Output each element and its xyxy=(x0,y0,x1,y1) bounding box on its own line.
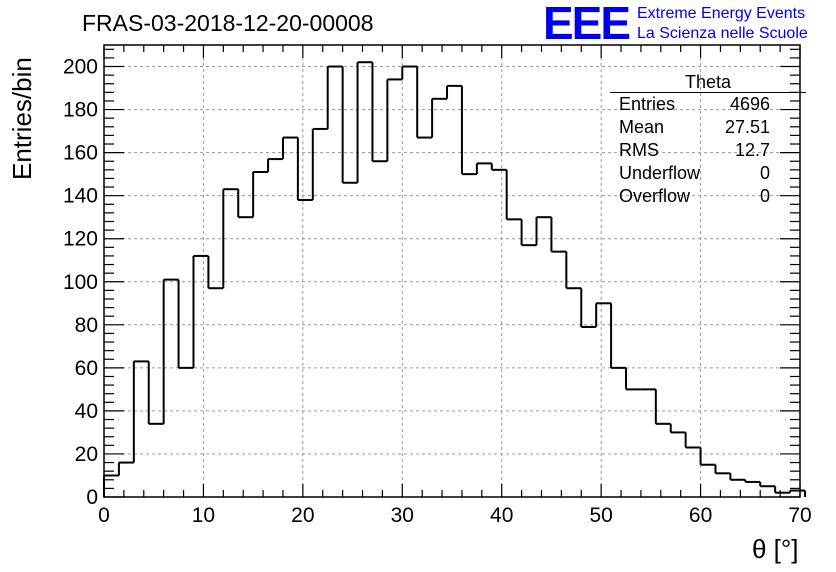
stats-row-entries: Entries 4696 xyxy=(610,93,806,116)
y-tick-label: 80 xyxy=(75,314,98,337)
y-axis-label: Entries/bin xyxy=(7,57,37,180)
y-tick-label: 40 xyxy=(75,400,98,423)
x-tick-label: 0 xyxy=(98,504,110,527)
axis-ticks xyxy=(103,45,801,498)
x-tick-label: 70 xyxy=(788,504,811,527)
y-tick-label: 140 xyxy=(63,185,98,208)
y-tick-label: 100 xyxy=(63,271,98,294)
y-tick-label: 0 xyxy=(86,486,98,509)
y-tick-label: 120 xyxy=(63,228,98,251)
stats-label: Mean xyxy=(619,117,665,137)
logo-subtitle-line1: Extreme Energy Events xyxy=(637,5,806,22)
logo-subtitle-line2: La Scienza nelle Scuole xyxy=(637,25,808,42)
stats-title: Theta xyxy=(610,72,806,93)
y-tick-label: 20 xyxy=(75,443,98,466)
stats-label: RMS xyxy=(619,140,659,160)
x-tick-label: 60 xyxy=(689,504,712,527)
stats-box: Theta Entries 4696 Mean 27.51 RMS 12.7 U… xyxy=(610,72,806,208)
x-tick-label: 20 xyxy=(291,504,314,527)
stats-label: Entries xyxy=(619,94,676,114)
stats-label: Overflow xyxy=(619,186,691,206)
chart-title: FRAS-03-2018-12-20-00008 xyxy=(82,10,374,36)
x-tick-label: 30 xyxy=(391,504,414,527)
stats-value: 12.7 xyxy=(734,140,770,160)
plot-frame xyxy=(103,44,801,498)
x-tick-label: 40 xyxy=(490,504,513,527)
stats-row-mean: Mean 27.51 xyxy=(610,116,806,139)
eee-logo: EEE xyxy=(543,0,631,49)
stats-row-rms: RMS 12.7 xyxy=(610,139,806,162)
stats-row-overflow: Overflow 0 xyxy=(610,185,806,208)
y-tick-label: 60 xyxy=(75,357,98,380)
y-tick-label: 180 xyxy=(63,99,98,122)
stats-value: 0 xyxy=(759,186,770,206)
x-axis-label: θ [°] xyxy=(752,534,799,564)
stats-value: 0 xyxy=(759,163,770,183)
x-tick-label: 10 xyxy=(192,504,215,527)
stats-row-underflow: Underflow 0 xyxy=(610,162,806,185)
grid-lines xyxy=(104,45,800,497)
histogram-bars xyxy=(103,61,806,497)
y-tick-label: 200 xyxy=(63,56,98,79)
x-tick-label: 50 xyxy=(589,504,612,527)
plot-frame-rect xyxy=(103,44,801,498)
stats-value: 4696 xyxy=(729,94,770,114)
y-tick-label: 160 xyxy=(63,142,98,165)
stats-label: Underflow xyxy=(619,163,701,183)
stats-value: 27.51 xyxy=(724,117,770,137)
tick-labels: 0 10 20 30 40 50 60 70 0 20 40 60 80 100 120 140 160 180 2… xyxy=(63,56,812,527)
